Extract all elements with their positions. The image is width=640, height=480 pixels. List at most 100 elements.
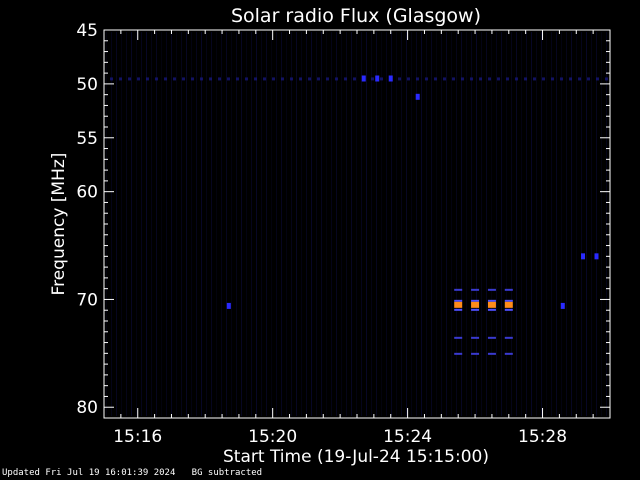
burst-halo xyxy=(487,288,496,291)
noise-streak xyxy=(466,32,467,416)
band-dash xyxy=(398,77,401,81)
noise-streak xyxy=(446,32,447,416)
bright-burst-point xyxy=(504,301,513,308)
noise-streak xyxy=(121,32,122,416)
band-dash xyxy=(452,77,455,81)
weak-burst-point xyxy=(388,75,393,82)
noise-streak xyxy=(276,32,277,416)
y-axis-ticks: 45 50 55 60 70 80 xyxy=(76,21,610,419)
burst-halo xyxy=(454,299,463,302)
noise-streak xyxy=(386,32,387,416)
band-dash xyxy=(605,77,608,81)
band-dash xyxy=(515,77,518,81)
noise-streak xyxy=(461,32,462,416)
noise-streak xyxy=(116,32,117,416)
band-dash xyxy=(128,77,131,81)
noise-streak xyxy=(351,32,352,416)
noise-streak xyxy=(216,32,217,416)
band-dash xyxy=(533,77,536,81)
noise-streak xyxy=(316,32,317,416)
band-dash xyxy=(434,77,437,81)
burst-halo xyxy=(471,308,480,311)
bright-burst-point xyxy=(471,301,480,308)
bg-subtracted-note: BG subtracted xyxy=(191,468,263,478)
noise-streak xyxy=(511,32,512,416)
noise-streak xyxy=(381,32,382,416)
noise-streak xyxy=(441,32,442,416)
weak-burst-point xyxy=(226,302,231,309)
noise-streak xyxy=(541,32,542,416)
band-dash xyxy=(191,77,194,81)
noise-streak xyxy=(246,32,247,416)
noise-streak xyxy=(401,32,402,416)
band-dash xyxy=(326,77,329,81)
plot-background xyxy=(104,30,610,418)
noise-streak xyxy=(261,32,262,416)
band-dash xyxy=(245,77,248,81)
band-dash xyxy=(542,77,545,81)
band-dash xyxy=(425,77,428,81)
noise-streak xyxy=(431,32,432,416)
noise-streak xyxy=(356,32,357,416)
burst-halo xyxy=(471,288,480,291)
burst-halo xyxy=(454,308,463,311)
noise-streak xyxy=(236,32,237,416)
noise-streak xyxy=(166,32,167,416)
noise-streak xyxy=(591,32,592,416)
plot-area xyxy=(104,30,610,418)
noise-streak xyxy=(341,32,342,416)
noise-streak xyxy=(586,32,587,416)
band-dash xyxy=(479,77,482,81)
noise-streak xyxy=(181,32,182,416)
band-dash xyxy=(254,77,257,81)
noise-streak xyxy=(366,32,367,416)
y-tick-label: 45 xyxy=(76,21,98,41)
noise-streak xyxy=(321,32,322,416)
band-dash xyxy=(155,77,158,81)
y-tick-label: 50 xyxy=(76,75,98,95)
band-dash xyxy=(281,77,284,81)
noise-streak xyxy=(486,32,487,416)
noise-streak xyxy=(186,32,187,416)
noise-streak xyxy=(391,32,392,416)
bright-burst-point xyxy=(454,301,463,308)
noise-streak xyxy=(331,32,332,416)
band-dash xyxy=(110,77,113,81)
noise-streak xyxy=(151,32,152,416)
noise-streak xyxy=(436,32,437,416)
noise-streak xyxy=(176,32,177,416)
band-dash xyxy=(299,77,302,81)
burst-halo xyxy=(454,288,463,291)
band-dash xyxy=(200,77,203,81)
noise-streak xyxy=(111,32,112,416)
noise-streak xyxy=(141,32,142,416)
noise-streak xyxy=(126,32,127,416)
noise-streak xyxy=(201,32,202,416)
band-dash xyxy=(236,77,239,81)
burst-halo xyxy=(487,336,496,339)
x-axis-label: Start Time (19-Jul-24 15:15:00) xyxy=(223,447,489,467)
x-tick-label: 15:16 xyxy=(113,427,162,447)
noise-streak xyxy=(221,32,222,416)
burst-halo xyxy=(471,299,480,302)
noise-streak xyxy=(526,32,527,416)
noise-streak xyxy=(346,32,347,416)
noise-streak xyxy=(516,32,517,416)
noise-streak xyxy=(131,32,132,416)
band-dash xyxy=(470,77,473,81)
burst-halo xyxy=(471,336,480,339)
burst-halo xyxy=(504,299,513,302)
noise-streak xyxy=(226,32,227,416)
burst-halo xyxy=(454,336,463,339)
band-dash xyxy=(146,77,149,81)
noise-streak xyxy=(506,32,507,416)
plot-marks xyxy=(226,75,599,355)
band-dash xyxy=(488,77,491,81)
band-dash xyxy=(137,77,140,81)
burst-halo xyxy=(487,299,496,302)
band-dash xyxy=(308,77,311,81)
band-dash xyxy=(569,77,572,81)
noise-streak xyxy=(601,32,602,416)
band-dash xyxy=(578,77,581,81)
